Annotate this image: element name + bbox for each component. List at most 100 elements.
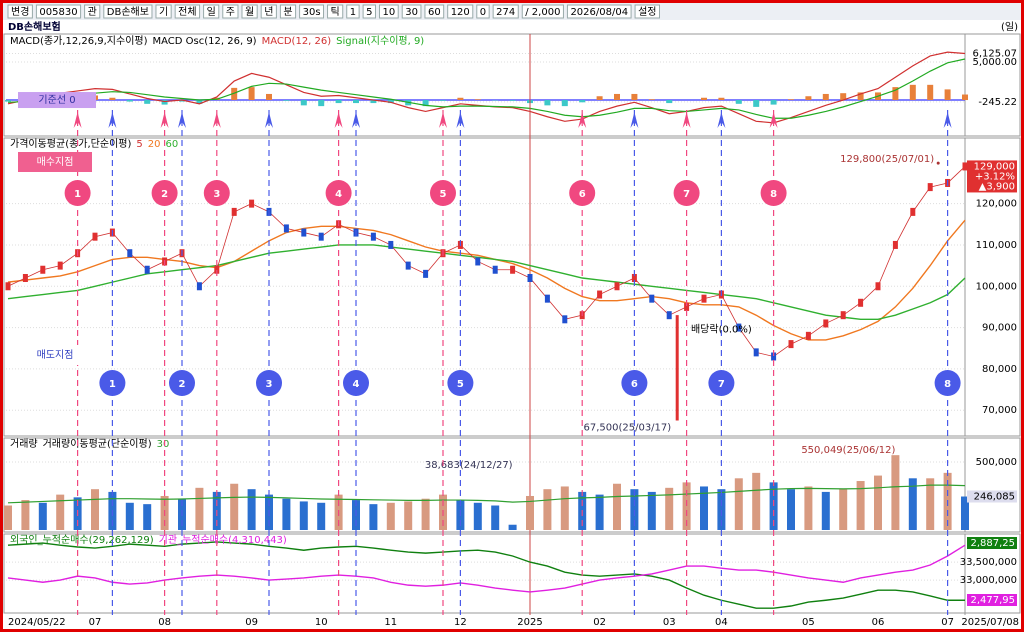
toolbar-button[interactable] <box>7 4 33 19</box>
sell-number: 6 <box>631 379 638 390</box>
sell-badge <box>169 370 195 396</box>
toolbar-label[interactable]: 전체 <box>178 6 196 18</box>
osc-bar <box>822 93 829 101</box>
volume-bar <box>700 486 708 530</box>
toolbar-label[interactable]: 1 <box>350 7 356 18</box>
toolbar-label[interactable]: / 2,000 <box>525 7 560 18</box>
osc-bar <box>596 96 603 101</box>
candle <box>875 282 881 291</box>
toolbar-button[interactable] <box>222 4 239 19</box>
x-tick-label: 02 <box>593 617 606 628</box>
buy-arrow <box>212 112 221 128</box>
toolbar-label[interactable]: 5 <box>366 7 372 18</box>
osc-bar <box>753 100 760 107</box>
osc-bar <box>231 87 238 101</box>
toolbar-label[interactable]: 30 <box>405 7 418 18</box>
volume-tag <box>967 490 1017 503</box>
toolbar-label[interactable]: 틱 <box>331 6 340 18</box>
toolbar-label[interactable]: 월 <box>245 6 254 18</box>
toolbar-button[interactable] <box>260 4 277 19</box>
candle <box>5 282 11 291</box>
candle <box>597 290 603 299</box>
toolbar-button[interactable] <box>84 4 101 19</box>
toolbar-button[interactable] <box>566 4 632 19</box>
panel-legend: 거래량이동평균(단순이평) <box>43 438 152 450</box>
osc-bar <box>161 100 168 105</box>
y-tick-label: 6,125.07 <box>972 48 1017 59</box>
flow-line <box>7 544 966 593</box>
toolbar-button[interactable] <box>299 4 325 19</box>
toolbar-button[interactable] <box>203 4 220 19</box>
toolbar-label[interactable]: 2026/08/04 <box>570 7 628 18</box>
candle <box>388 240 394 249</box>
toolbar-button[interactable] <box>424 4 445 19</box>
volume-bar <box>630 489 639 530</box>
toolbar-label[interactable]: 005830 <box>39 7 77 18</box>
toolbar-button[interactable] <box>634 4 660 19</box>
toolbar-button[interactable] <box>35 4 82 19</box>
toolbar-label[interactable]: 분 <box>283 6 292 18</box>
toolbar-button[interactable] <box>476 4 490 19</box>
osc-bar <box>544 100 551 106</box>
candle <box>127 249 133 258</box>
panel-legend: 가격이동평균(종가,단순이평) <box>10 137 131 150</box>
baseline-badge <box>18 92 96 109</box>
panel-legend: 외국인_누적순매수(29,262,129) <box>10 534 154 546</box>
toolbar-label[interactable]: 변경 <box>11 5 29 18</box>
osc-bar <box>614 93 620 101</box>
toolbar-button[interactable] <box>378 4 399 19</box>
toolbar-label[interactable]: 설정 <box>638 6 656 18</box>
sell-arrow <box>108 112 117 128</box>
buy-badge <box>64 180 91 206</box>
toolbar-label[interactable]: 60 <box>428 7 441 18</box>
toolbar-button[interactable] <box>492 4 519 19</box>
toolbar-button[interactable] <box>174 4 201 19</box>
candle <box>283 224 289 233</box>
sell-arrow <box>630 112 639 128</box>
toolbar-button[interactable] <box>401 4 422 19</box>
x-tick-label: 12 <box>454 617 467 628</box>
toolbar-label[interactable]: 기 <box>159 6 168 18</box>
toolbar-label[interactable]: 274 <box>496 7 515 18</box>
toolbar-button[interactable] <box>362 4 376 19</box>
x-tick-label: 06 <box>872 617 885 628</box>
osc-bar <box>579 100 586 103</box>
toolbar-button[interactable] <box>155 4 172 19</box>
sell-arrow <box>717 112 726 128</box>
volume-bar <box>299 501 308 530</box>
x-tick-label: 08 <box>158 617 171 628</box>
candle <box>196 282 202 291</box>
osc-bar <box>353 100 359 104</box>
toolbar-label[interactable]: 30s <box>303 7 321 18</box>
candle <box>927 183 933 192</box>
toolbar-label[interactable]: 120 <box>451 7 470 18</box>
toolbar-label[interactable]: 10 <box>382 7 395 18</box>
osc-bar <box>422 100 429 107</box>
toolbar-label[interactable]: 관 <box>88 6 97 18</box>
osc-bar <box>805 96 812 101</box>
toolbar-label[interactable]: 년 <box>264 6 273 18</box>
panel-legend: MACD(종가,12,26,9,지수이평) <box>10 35 148 47</box>
toolbar-button[interactable] <box>279 4 297 19</box>
candle <box>544 294 550 303</box>
toolbar-button[interactable] <box>346 4 360 19</box>
toolbar-button[interactable] <box>447 4 474 19</box>
toolbar-label[interactable]: DB손해보 <box>107 5 149 18</box>
y-tick-label: 90,000 <box>982 323 1017 334</box>
sell-badge <box>99 370 126 396</box>
toolbar-button[interactable] <box>327 4 344 19</box>
toolbar-label[interactable]: 주 <box>226 7 235 18</box>
buy-arrow <box>160 112 169 128</box>
flow-line <box>7 541 965 609</box>
toolbar-button[interactable] <box>521 4 564 19</box>
toolbar-label[interactable]: 일 <box>207 6 216 18</box>
toolbar-button[interactable] <box>103 4 153 19</box>
toolbar-label[interactable]: 0 <box>480 7 486 18</box>
sell-badge <box>343 370 369 396</box>
sell-number: 1 <box>109 379 116 390</box>
candle <box>666 311 672 320</box>
sell-number: 5 <box>457 379 464 390</box>
toolbar-button[interactable] <box>241 4 258 19</box>
osc-bar <box>387 100 394 104</box>
x-tick-label: 05 <box>802 617 815 628</box>
